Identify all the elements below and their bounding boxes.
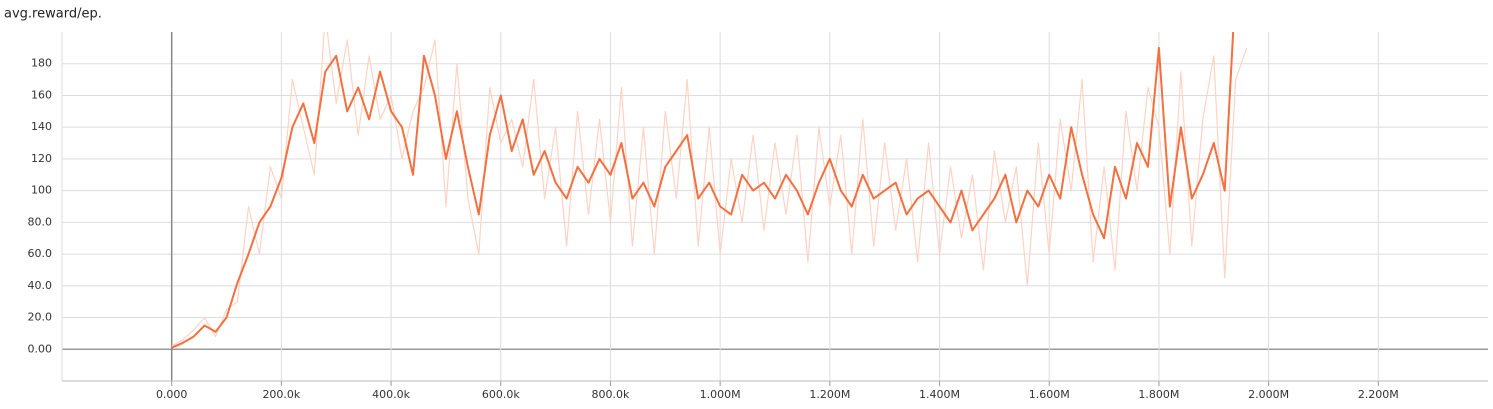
y-tick-label: 180 xyxy=(31,57,52,70)
x-tick-label: 1.000M xyxy=(700,388,741,401)
series-line xyxy=(171,32,1235,349)
x-tick-label: 400.0k xyxy=(372,388,410,401)
x-tick-label: 2.200M xyxy=(1358,388,1399,401)
x-tick-label: 200.0k xyxy=(262,388,300,401)
y-tick-label: 40.0 xyxy=(28,279,53,292)
x-tick-label: 1.600M xyxy=(1029,388,1070,401)
chart-title: avg.reward/ep. xyxy=(4,7,102,22)
y-tick-label: 140 xyxy=(31,120,52,133)
x-tick-label: 0.000 xyxy=(156,388,188,401)
x-tick-label: 2.000M xyxy=(1248,388,1289,401)
plot-area xyxy=(171,32,1248,349)
x-tick-label: 1.200M xyxy=(809,388,850,401)
y-tick-label: 0.00 xyxy=(28,342,53,355)
y-tick-label: 60.0 xyxy=(28,247,53,260)
y-tick-label: 100 xyxy=(31,184,52,197)
y-tick-label: 20.0 xyxy=(28,311,53,324)
y-tick-label: 160 xyxy=(31,88,52,101)
x-tick-label: 600.0k xyxy=(482,388,520,401)
y-tick-label: 80.0 xyxy=(28,215,53,228)
series-line xyxy=(171,32,1248,347)
y-tick-label: 120 xyxy=(31,152,52,165)
x-tick-label: 800.0k xyxy=(592,388,630,401)
x-tick-label: 1.400M xyxy=(919,388,960,401)
x-tick-label: 1.800M xyxy=(1138,388,1179,401)
